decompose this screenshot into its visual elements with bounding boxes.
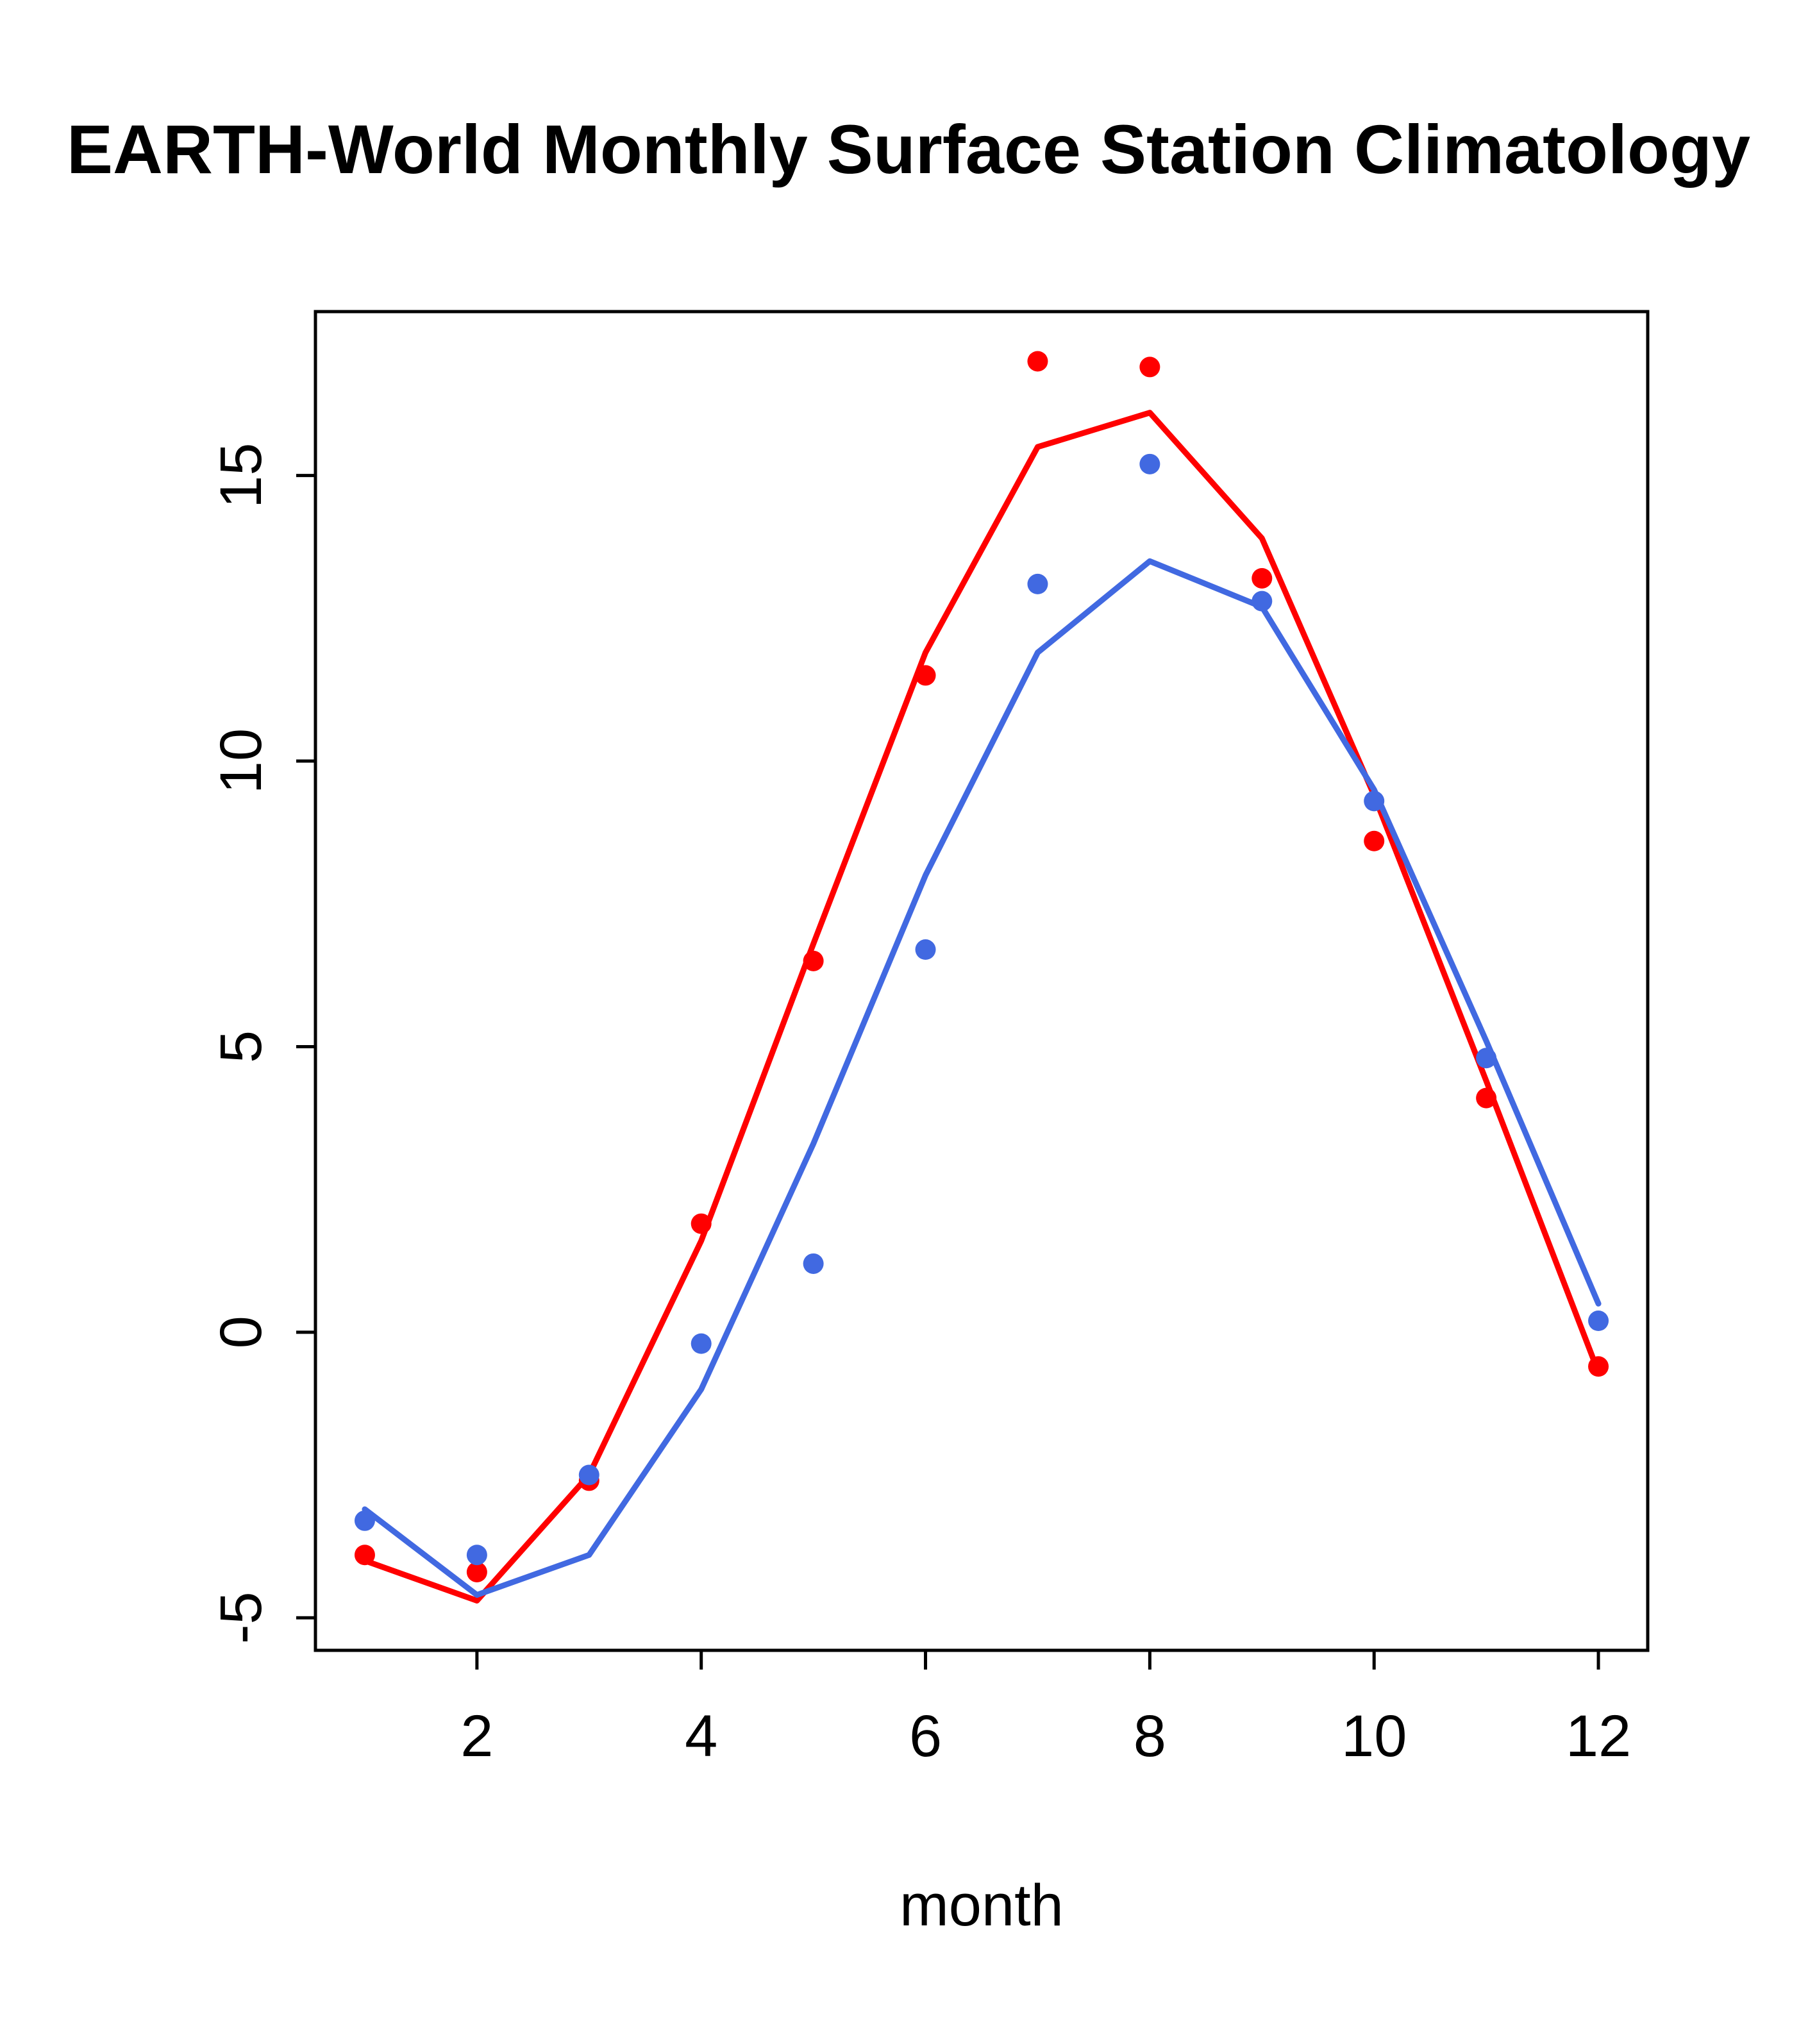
red-points-point	[1139, 356, 1160, 378]
blue-line	[362, 558, 1602, 1598]
blue-points-point	[1476, 1048, 1497, 1069]
red-points-point	[1027, 351, 1048, 372]
x-tick-label: 12	[1566, 1704, 1631, 1769]
blue-points-point	[915, 939, 936, 960]
plot-box	[314, 310, 1650, 1652]
blue-points-point	[578, 1464, 599, 1486]
x-tick-label: 2	[460, 1704, 493, 1769]
blue-points-point	[1252, 591, 1273, 612]
series-blue-points	[354, 453, 1609, 1566]
y-tick-label: 5	[208, 1030, 274, 1063]
red-points-point	[915, 665, 936, 686]
series-blue-line	[362, 558, 1602, 1598]
chart-title: EARTH-World Monthly Surface Station Clim…	[66, 110, 1751, 188]
red-points-point	[466, 1561, 487, 1582]
y-tick-label: 0	[208, 1316, 274, 1348]
blue-points-point	[691, 1333, 712, 1354]
red-points-point	[691, 1213, 712, 1234]
y-tick-label: 10	[208, 728, 274, 794]
red-points-point	[1252, 567, 1273, 589]
series-red-points	[354, 351, 1609, 1582]
y-tick-label: 15	[208, 442, 274, 508]
x-tick-label: 4	[685, 1704, 717, 1769]
red-points-point	[803, 950, 824, 971]
red-points-point	[354, 1545, 375, 1566]
red-line	[362, 410, 1602, 1604]
blue-points-point	[466, 1545, 487, 1566]
blue-points-point	[1139, 453, 1160, 474]
blue-points-point	[1027, 573, 1048, 594]
x-tick-label: 10	[1341, 1704, 1407, 1769]
x-tick-label: 6	[909, 1704, 942, 1769]
red-points-point	[1588, 1356, 1609, 1377]
blue-points-point	[1364, 791, 1385, 812]
blue-points-point	[354, 1510, 375, 1531]
x-axis-label: month	[900, 1873, 1064, 1938]
x-tick-label: 8	[1134, 1704, 1166, 1769]
series-red-line	[362, 410, 1602, 1604]
blue-points-point	[803, 1253, 824, 1274]
red-points-point	[1476, 1087, 1497, 1109]
red-points-point	[1364, 830, 1385, 851]
y-tick-label: -5	[208, 1591, 274, 1644]
blue-points-point	[1588, 1311, 1609, 1332]
